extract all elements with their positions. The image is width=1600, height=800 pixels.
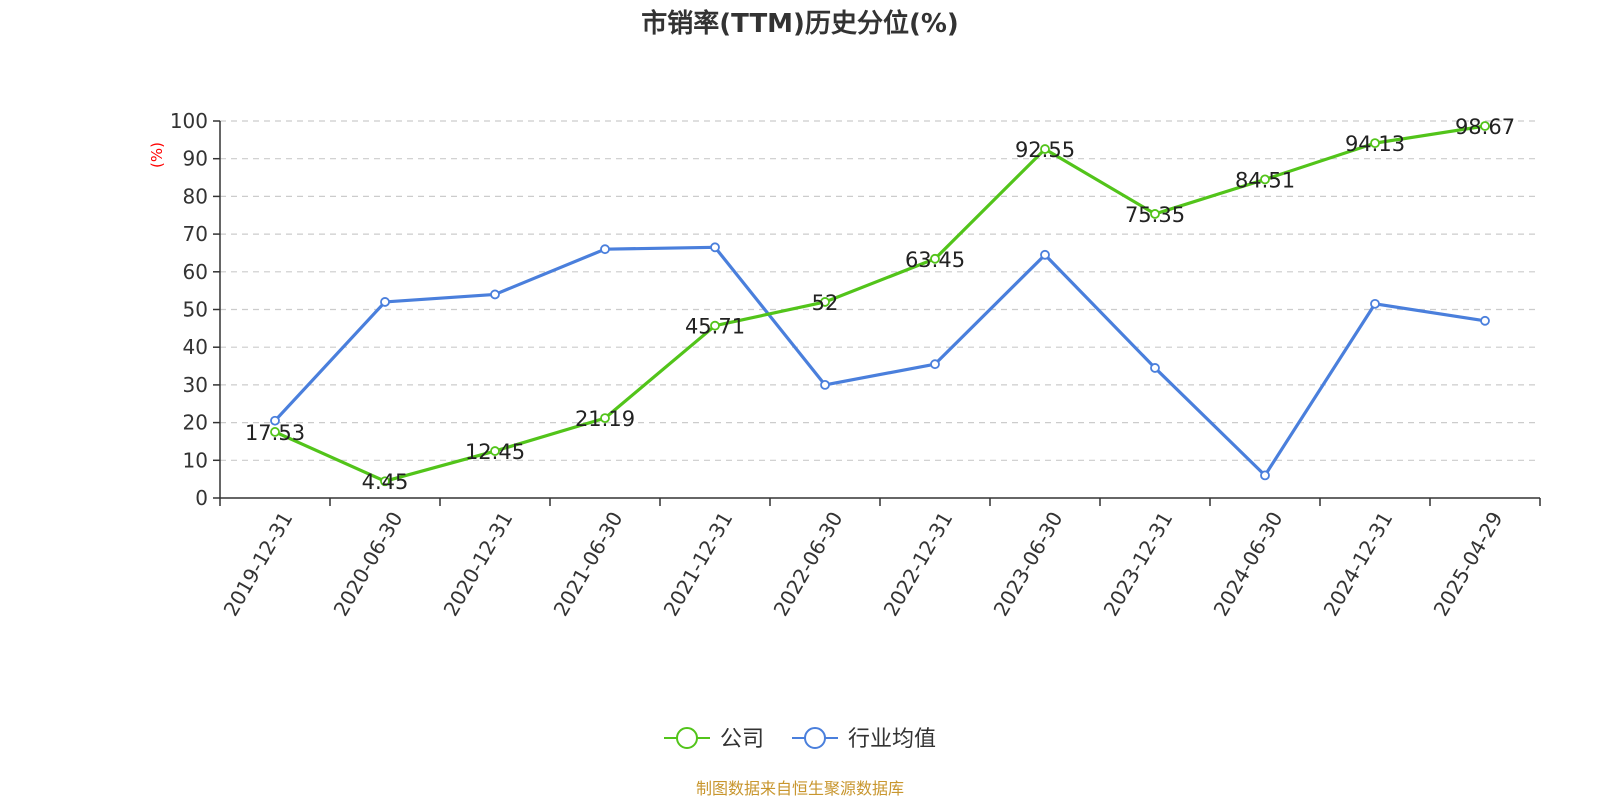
x-tick-label: 2024-06-30: [1209, 508, 1288, 621]
x-tick-label: 2022-06-30: [769, 508, 848, 621]
y-tick-label: 70: [183, 222, 208, 246]
series-layer: [270, 121, 1490, 487]
data-point: [1480, 121, 1490, 131]
data-point: [380, 476, 390, 487]
data-point: [270, 415, 280, 426]
data-point: [490, 289, 500, 300]
data-label: 92.55: [1015, 138, 1075, 162]
data-label: 17.53: [245, 421, 305, 445]
y-tick-label: 30: [183, 373, 208, 397]
x-tick-label: 2022-12-31: [879, 508, 958, 621]
y-tick-label: 40: [183, 335, 208, 359]
data-label: 94.13: [1345, 132, 1405, 156]
y-axis-ticks: 0 10 20 30 40 50 60 70 80 90 100: [170, 109, 221, 510]
y-tick-label: 0: [195, 486, 208, 510]
y-tick-label: 80: [183, 184, 208, 208]
x-tick-label: 2024-12-31: [1319, 508, 1398, 621]
source-note: 制图数据来自恒生聚源数据库: [696, 779, 904, 798]
data-point: [820, 379, 830, 390]
legend-item[interactable]: 公司: [664, 727, 764, 752]
data-point: [1480, 315, 1490, 326]
legend-marker: [676, 727, 698, 749]
y-axis-label: (%): [148, 142, 166, 168]
data-point: [1260, 470, 1270, 481]
data-point: [270, 427, 280, 437]
gridlines: [220, 120, 1540, 461]
x-axis: 2019-12-31 2020-06-30 2020-12-31 2021-06-30…: [219, 497, 1541, 621]
data-point: [1150, 209, 1160, 219]
y-tick-label: 10: [183, 448, 208, 472]
x-tick-label: 2023-12-31: [1099, 508, 1178, 621]
data-point: [1040, 144, 1050, 154]
data-label: 84.51: [1235, 168, 1295, 192]
x-tick-label: 2021-06-30: [549, 508, 628, 621]
data-point: [820, 297, 830, 307]
y-tick-label: 60: [183, 260, 208, 284]
x-tick-label: 2023-06-30: [989, 508, 1068, 621]
data-label: 75.35: [1125, 203, 1185, 227]
y-tick-label: 20: [183, 411, 208, 435]
data-label: 21.19: [575, 407, 635, 431]
legend-label: 公司: [720, 727, 764, 752]
data-label: 98.67: [1455, 115, 1515, 139]
data-point: [1040, 249, 1050, 260]
data-point: [1370, 138, 1380, 149]
data-point: [600, 413, 610, 424]
legend-item[interactable]: 行业均值: [792, 727, 936, 752]
data-label: 45.71: [685, 315, 745, 339]
legend-label: 行业均值: [848, 727, 936, 752]
data-point: [930, 359, 940, 370]
series-line: [273, 245, 1486, 477]
data-point: [490, 446, 500, 456]
data-point: [1370, 298, 1380, 309]
y-tick-label: 50: [183, 298, 208, 322]
data-point: [710, 242, 720, 253]
x-tick-label: 2019-12-31: [219, 508, 298, 621]
series-line: [274, 124, 1486, 483]
legend-marker: [804, 727, 826, 749]
data-point: [1150, 363, 1160, 373]
data-label: 12.45: [465, 440, 525, 464]
x-tick-label: 2025-04-29: [1429, 508, 1508, 621]
legend[interactable]: 公司 行业均值: [664, 727, 936, 752]
data-point: [930, 253, 940, 264]
x-tick-label: 2021-12-31: [659, 508, 738, 621]
x-tick-label: 2020-12-31: [439, 508, 518, 621]
data-point: [380, 297, 390, 307]
chart-title: 市销率(TTM)历史分位(%): [641, 8, 959, 39]
y-tick-label: 100: [170, 109, 208, 133]
data-label: 52: [812, 291, 839, 315]
data-label: 63.45: [905, 248, 965, 272]
y-tick-label: 90: [183, 147, 208, 171]
data-point: [600, 244, 610, 255]
x-tick-label: 2020-06-30: [329, 508, 408, 621]
data-point: [710, 320, 720, 331]
data-point: [1260, 174, 1270, 185]
data-label: 4.45: [362, 470, 409, 494]
data-labels: 17.53 4.45 12.45 21.19 45.71 52 63.45 92.55 75.3…: [245, 115, 1515, 494]
